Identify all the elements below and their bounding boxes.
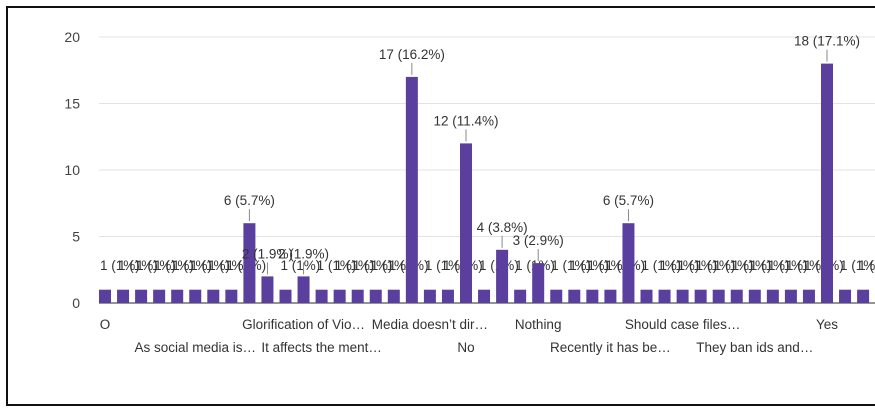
bar <box>839 289 852 303</box>
bar <box>640 289 653 303</box>
x-category-label: O <box>100 317 111 332</box>
bar <box>514 289 527 303</box>
bar <box>694 289 707 303</box>
data-label: 1 (1%) <box>786 258 826 273</box>
data-label: 2 (1.9%) <box>278 246 329 261</box>
data-label: 17 (16.2%) <box>379 47 445 62</box>
bar <box>784 289 797 303</box>
bar <box>153 289 166 303</box>
bar <box>117 289 130 303</box>
data-label: 6 (5.7%) <box>603 193 654 208</box>
bar <box>676 289 689 303</box>
data-label: 1 (1%) <box>768 258 808 273</box>
data-label: 1 (1%) <box>190 258 230 273</box>
bar <box>387 289 400 303</box>
data-label: 1 (1%) <box>696 258 736 273</box>
data-label: 1 (1%) <box>425 258 465 273</box>
data-label: 1 (1%) <box>353 258 393 273</box>
y-tick-label: 20 <box>64 29 80 45</box>
x-category-label: Glorification of Vio… <box>242 317 365 332</box>
bar <box>315 289 328 303</box>
bar <box>99 289 111 303</box>
bar <box>550 289 563 303</box>
bar <box>857 289 870 303</box>
data-label: 1 (1%) <box>208 258 248 273</box>
bar <box>568 289 581 303</box>
data-label: 1 (1%) <box>281 258 321 273</box>
x-category-label: Yes <box>816 317 838 332</box>
bar <box>532 263 545 303</box>
data-label: 1 (1%) <box>858 258 875 273</box>
bar <box>225 289 238 303</box>
y-tick-label: 10 <box>64 162 80 178</box>
data-label: 2 (1.9%) <box>242 246 293 261</box>
bar <box>261 276 274 303</box>
data-label: 3 (2.9%) <box>513 233 564 248</box>
data-label: 1 (1%) <box>335 258 375 273</box>
y-tick-label: 0 <box>72 295 80 311</box>
bar <box>658 289 671 303</box>
bar <box>333 289 346 303</box>
y-tick-label: 5 <box>72 229 80 245</box>
bar <box>279 289 292 303</box>
x-category-label: As social media is… <box>134 340 256 355</box>
bar <box>369 289 382 303</box>
bar <box>135 289 148 303</box>
bar <box>189 289 202 303</box>
x-category-label: Recently it has be… <box>550 340 671 355</box>
data-label: 4 (3.8%) <box>477 220 528 235</box>
data-label: 1 (1%) <box>172 258 212 273</box>
bar <box>748 289 761 303</box>
bar <box>460 143 472 303</box>
bar <box>821 63 833 303</box>
bar <box>712 289 725 303</box>
x-category-label: Nothing <box>515 317 562 332</box>
bar <box>405 76 418 304</box>
x-category-label: Media doesn’t dir… <box>372 317 488 332</box>
data-label: 1 (1%) <box>840 258 875 273</box>
data-label: 1 (1%) <box>660 258 700 273</box>
bar <box>423 289 436 303</box>
data-label: 1 (1%) <box>642 258 682 273</box>
bar <box>622 223 635 303</box>
data-label: 1 (1%) <box>100 258 140 273</box>
y-tick-label: 15 <box>64 96 80 112</box>
bar <box>297 276 310 303</box>
data-label: 6 (5.7%) <box>224 193 275 208</box>
x-category-label: Should case files… <box>625 317 741 332</box>
data-label: 1 (1%) <box>714 258 754 273</box>
bar <box>478 289 491 303</box>
data-label: 1 (1%) <box>118 258 158 273</box>
chart-frame <box>6 6 875 406</box>
data-label: 1 (1%) <box>587 258 627 273</box>
bar <box>243 223 256 303</box>
bar <box>802 289 815 303</box>
data-label: 1 (1%) <box>136 258 176 273</box>
data-label: 1 (1%) <box>317 258 357 273</box>
bar <box>171 289 184 303</box>
data-label: 1 (1%) <box>371 258 411 273</box>
bar <box>207 289 220 303</box>
bar <box>730 289 743 303</box>
bar <box>604 289 617 303</box>
data-label: 1 (1%) <box>154 258 194 273</box>
data-label: 1 (1%) <box>569 258 609 273</box>
x-category-label: It affects the ment… <box>261 340 382 355</box>
bar <box>496 249 509 303</box>
x-category-label: They ban ids and… <box>696 340 813 355</box>
bar <box>351 289 364 303</box>
x-category-label: No <box>457 340 474 355</box>
data-label: 1 (1%) <box>678 258 718 273</box>
data-label: 12 (11.4%) <box>433 113 498 128</box>
bar <box>586 289 599 303</box>
data-label: 18 (17.1%) <box>794 34 860 49</box>
data-label: 1 (1%) <box>551 258 591 273</box>
data-label: 1 (1%) <box>750 258 790 273</box>
data-label: 1 (1%) <box>732 258 772 273</box>
bar <box>766 289 779 303</box>
bar <box>441 289 454 303</box>
